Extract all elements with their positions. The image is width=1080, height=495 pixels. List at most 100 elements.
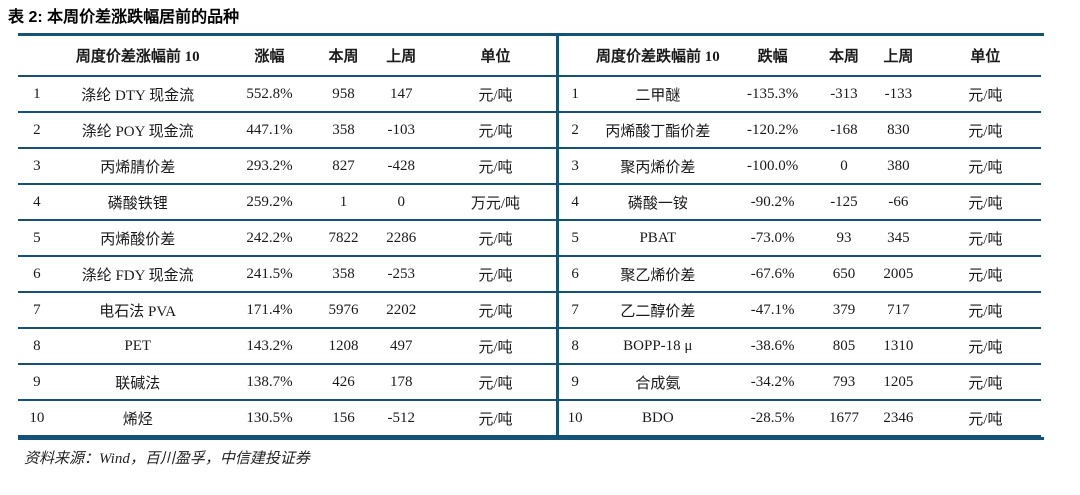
pct-change-cell: -34.2% <box>724 364 821 401</box>
rank-cell: 3 <box>18 148 56 185</box>
product-name-cell: 电石法 PVA <box>55 292 220 329</box>
losers-row: 1 二甲醚 -135.3% -313 -133 元/吨 <box>557 76 1041 113</box>
this-week-cell: -313 <box>820 76 867 113</box>
losers-header-row: 周度价差跌幅前 10 跌幅 本周 上周 单位 <box>557 36 1041 77</box>
last-week-cell: -253 <box>367 256 435 293</box>
last-week-cell: 2202 <box>367 292 435 329</box>
source-note: 资料来源：Wind，百川盈孚，中信建投证券 <box>24 451 310 467</box>
this-week-cell: 1208 <box>319 328 368 365</box>
product-name-cell: BDO <box>591 400 725 437</box>
pct-change-cell: -73.0% <box>724 220 821 257</box>
pct-change-cell: -90.2% <box>724 184 821 221</box>
unit-cell: 元/吨 <box>434 256 556 293</box>
last-week-cell: 717 <box>866 292 930 329</box>
losers-row: 7 乙二醇价差 -47.1% 379 717 元/吨 <box>557 292 1041 329</box>
unit-cell: 元/吨 <box>929 148 1041 185</box>
product-name-cell: 涤纶 FDY 现金流 <box>55 256 220 293</box>
rank-cell: 5 <box>557 220 592 257</box>
this-week-cell: -125 <box>820 184 867 221</box>
losers-header-name: 周度价差跌幅前 10 <box>591 36 725 77</box>
gainers-header-unit: 单位 <box>434 36 556 77</box>
unit-cell: 元/吨 <box>434 112 556 149</box>
pct-change-cell: -67.6% <box>724 256 821 293</box>
this-week-cell: 93 <box>820 220 867 257</box>
rank-cell: 9 <box>557 364 592 401</box>
pct-change-cell: 171.4% <box>219 292 320 329</box>
unit-cell: 元/吨 <box>929 220 1041 257</box>
last-week-cell: 2346 <box>866 400 930 437</box>
unit-cell: 元/吨 <box>929 400 1041 437</box>
last-week-cell: -512 <box>367 400 435 437</box>
last-week-cell: -103 <box>367 112 435 149</box>
this-week-cell: -168 <box>820 112 867 149</box>
rank-cell: 2 <box>557 112 592 149</box>
unit-cell: 元/吨 <box>434 328 556 365</box>
gainers-header-last-week: 上周 <box>367 36 435 77</box>
last-week-cell: 1205 <box>866 364 930 401</box>
pct-change-cell: 552.8% <box>219 76 320 113</box>
unit-cell: 元/吨 <box>929 328 1041 365</box>
pct-change-cell: 241.5% <box>219 256 320 293</box>
product-name-cell: BOPP-18 μ <box>591 328 725 365</box>
last-week-cell: -428 <box>367 148 435 185</box>
losers-row: 5 PBAT -73.0% 93 345 元/吨 <box>557 220 1041 257</box>
this-week-cell: 0 <box>820 148 867 185</box>
this-week-cell: 379 <box>820 292 867 329</box>
gainers-header-name: 周度价差涨幅前 10 <box>55 36 220 77</box>
this-week-cell: 5976 <box>319 292 368 329</box>
this-week-cell: 358 <box>319 256 368 293</box>
unit-cell: 元/吨 <box>434 364 556 401</box>
unit-cell: 元/吨 <box>434 148 556 185</box>
unit-cell: 元/吨 <box>434 400 556 437</box>
tables-container: 周度价差涨幅前 10 涨幅 本周 上周 单位 1 涤纶 DTY 现金流 552.… <box>18 33 1044 440</box>
losers-row: 8 BOPP-18 μ -38.6% 805 1310 元/吨 <box>557 328 1041 365</box>
losers-row: 3 聚丙烯价差 -100.0% 0 380 元/吨 <box>557 148 1041 185</box>
rank-cell: 8 <box>18 328 56 365</box>
last-week-cell: 147 <box>367 76 435 113</box>
product-name-cell: 涤纶 DTY 现金流 <box>55 76 220 113</box>
last-week-cell: 380 <box>866 148 930 185</box>
this-week-cell: 7822 <box>319 220 368 257</box>
rank-cell: 3 <box>557 148 592 185</box>
gainers-row: 7 电石法 PVA 171.4% 5976 2202 元/吨 <box>18 292 556 329</box>
product-name-cell: 丙烯酸丁酯价差 <box>591 112 725 149</box>
gainers-row: 8 PET 143.2% 1208 497 元/吨 <box>18 328 556 365</box>
losers-row: 2 丙烯酸丁酯价差 -120.2% -168 830 元/吨 <box>557 112 1041 149</box>
this-week-cell: 1677 <box>820 400 867 437</box>
losers-table: 周度价差跌幅前 10 跌幅 本周 上周 单位 1 二甲醚 -135.3% -31… <box>556 36 1041 437</box>
rank-cell: 7 <box>557 292 592 329</box>
pct-change-cell: -38.6% <box>724 328 821 365</box>
rank-cell: 10 <box>557 400 592 437</box>
this-week-cell: 358 <box>319 112 368 149</box>
product-name-cell: 乙二醇价差 <box>591 292 725 329</box>
last-week-cell: 830 <box>866 112 930 149</box>
rank-cell: 6 <box>18 256 56 293</box>
this-week-cell: 426 <box>319 364 368 401</box>
product-name-cell: 二甲醚 <box>591 76 725 113</box>
rank-cell: 7 <box>18 292 56 329</box>
pct-change-cell: -28.5% <box>724 400 821 437</box>
gainers-row: 3 丙烯腈价差 293.2% 827 -428 元/吨 <box>18 148 556 185</box>
this-week-cell: 958 <box>319 76 368 113</box>
unit-cell: 元/吨 <box>434 76 556 113</box>
product-name-cell: 涤纶 POY 现金流 <box>55 112 220 149</box>
gainers-header-pct: 涨幅 <box>219 36 320 77</box>
rank-cell: 6 <box>557 256 592 293</box>
unit-cell: 元/吨 <box>929 76 1041 113</box>
losers-row: 6 聚乙烯价差 -67.6% 650 2005 元/吨 <box>557 256 1041 293</box>
rank-cell: 10 <box>18 400 56 437</box>
losers-header-rank <box>557 36 592 77</box>
product-name-cell: 烯烃 <box>55 400 220 437</box>
this-week-cell: 156 <box>319 400 368 437</box>
product-name-cell: 合成氨 <box>591 364 725 401</box>
last-week-cell: 345 <box>866 220 930 257</box>
product-name-cell: PBAT <box>591 220 725 257</box>
unit-cell: 元/吨 <box>929 184 1041 221</box>
gainers-row: 9 联碱法 138.7% 426 178 元/吨 <box>18 364 556 401</box>
gainers-row: 10 烯烃 130.5% 156 -512 元/吨 <box>18 400 556 437</box>
product-name-cell: 丙烯酸价差 <box>55 220 220 257</box>
losers-body: 1 二甲醚 -135.3% -313 -133 元/吨 2 丙烯酸丁酯价差 -1… <box>557 76 1041 437</box>
product-name-cell: PET <box>55 328 220 365</box>
product-name-cell: 磷酸一铵 <box>591 184 725 221</box>
